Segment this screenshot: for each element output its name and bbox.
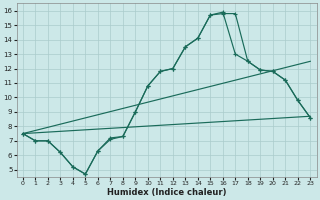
X-axis label: Humidex (Indice chaleur): Humidex (Indice chaleur) [107, 188, 226, 197]
